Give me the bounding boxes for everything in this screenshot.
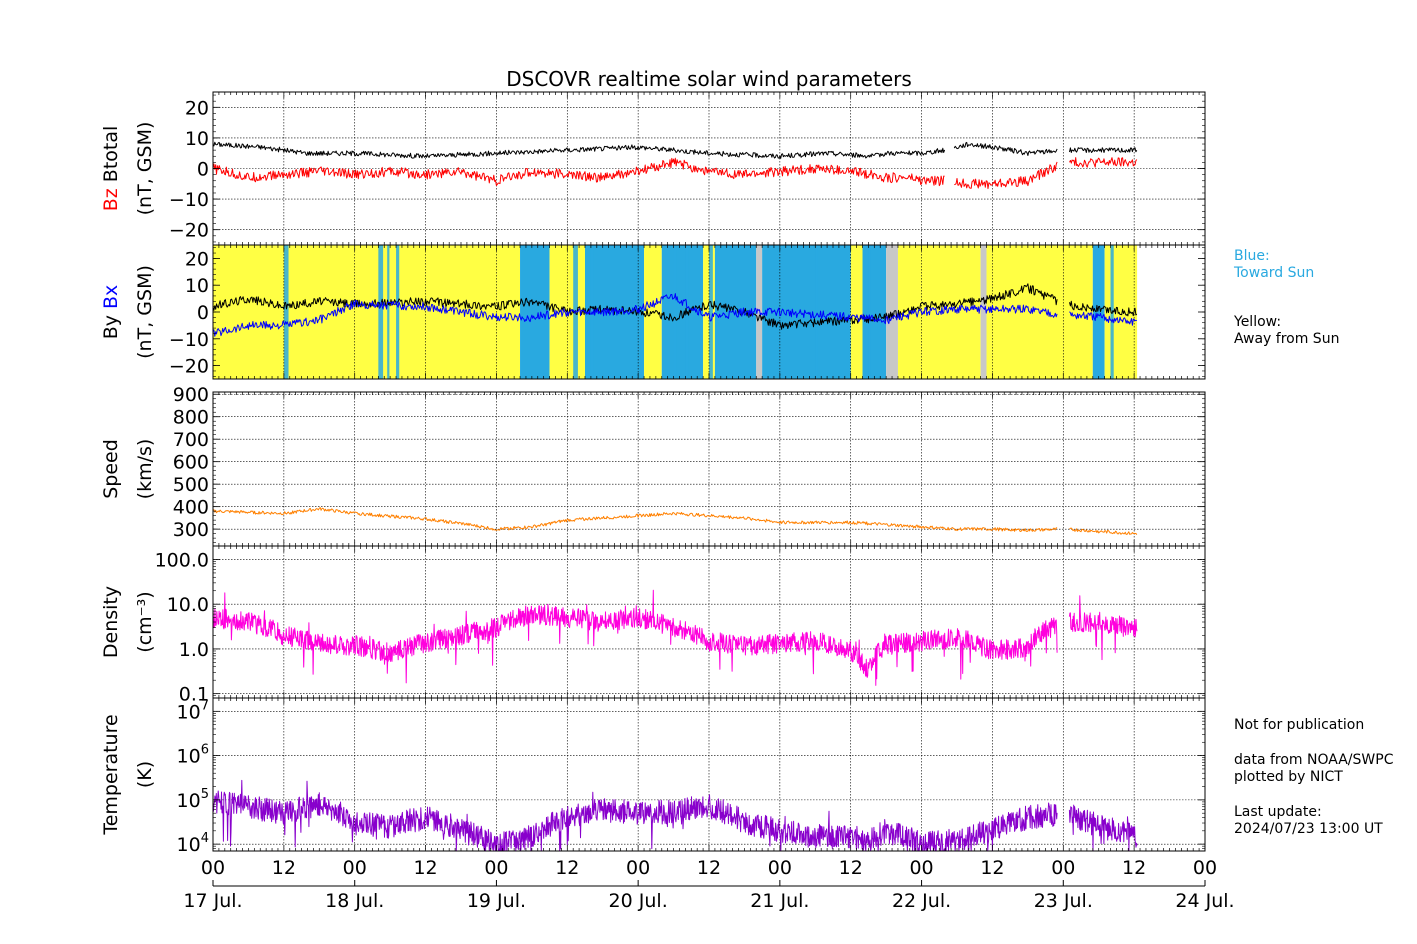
y-tick-label: 900 bbox=[173, 384, 209, 406]
sector-stripe bbox=[868, 245, 871, 379]
y-axis-label: Density bbox=[100, 586, 122, 658]
sector-stripe bbox=[387, 245, 390, 379]
y-axis-label: Bz Btotal bbox=[100, 126, 122, 212]
plotted-by-note: plotted by NICT bbox=[1234, 769, 1343, 785]
y-axis-label: Temperature bbox=[100, 714, 122, 835]
sector-stripe bbox=[815, 245, 818, 379]
y-tick-label: 105 bbox=[177, 787, 209, 812]
y-tick-label: 107 bbox=[177, 698, 209, 723]
series-bx bbox=[212, 293, 1137, 337]
x-hour-label: 00 bbox=[201, 857, 225, 879]
last-update-value: 2024/07/23 13:00 UT bbox=[1234, 821, 1383, 837]
y-axis-unit: (km/s) bbox=[134, 439, 156, 500]
sector-stripe bbox=[1095, 245, 1101, 379]
y-tick-label: −10 bbox=[169, 189, 209, 211]
not-for-publication-note: Not for publication bbox=[1234, 717, 1365, 733]
x-day-label: 17 Jul. bbox=[183, 890, 242, 912]
y-tick-label: 20 bbox=[185, 97, 209, 119]
x-day-label: 24 Jul. bbox=[1175, 890, 1234, 912]
sector-stripe bbox=[396, 245, 400, 379]
x-hour-label: 00 bbox=[1193, 857, 1217, 879]
x-hour-label: 00 bbox=[909, 857, 933, 879]
y-axis-unit: (K) bbox=[134, 761, 156, 788]
series-density bbox=[212, 589, 1138, 686]
x-day-label: 21 Jul. bbox=[750, 890, 809, 912]
sector-band-toward bbox=[862, 245, 887, 379]
x-day-label: 20 Jul. bbox=[609, 890, 668, 912]
y-tick-label: 0.1 bbox=[179, 684, 209, 706]
y-tick-label: 106 bbox=[177, 743, 209, 768]
y-tick-label: 500 bbox=[173, 474, 209, 496]
x-hour-label: 12 bbox=[697, 857, 721, 879]
x-hour-label: 12 bbox=[555, 857, 579, 879]
y-tick-label: 1.0 bbox=[179, 639, 209, 661]
sector-band-missing bbox=[886, 245, 898, 379]
x-day-label: 19 Jul. bbox=[467, 890, 526, 912]
y-tick-label: 10.0 bbox=[167, 594, 209, 616]
sector-band-missing bbox=[980, 245, 987, 379]
y-tick-label: −10 bbox=[169, 329, 209, 351]
y-axis-label: Speed bbox=[100, 439, 122, 499]
x-hour-label: 00 bbox=[768, 857, 792, 879]
sector-stripe bbox=[283, 245, 289, 379]
panel-bxy: 20 10 0 −10 −20 By Bx (nT, GSM) bbox=[100, 244, 1206, 380]
last-update-label: Last update: bbox=[1234, 804, 1322, 820]
x-hour-label: 12 bbox=[1122, 857, 1146, 879]
y-tick-label: −20 bbox=[169, 220, 209, 242]
y-tick-label: 400 bbox=[173, 497, 209, 519]
sector-band-missing bbox=[756, 245, 763, 379]
y-axis-label: By Bx bbox=[100, 285, 122, 340]
legend-blue-text: Toward Sun bbox=[1234, 265, 1315, 281]
legend-blue-title: Blue: bbox=[1234, 248, 1270, 264]
y-tick-label: 100.0 bbox=[155, 549, 209, 571]
x-hour-label: 12 bbox=[413, 857, 437, 879]
series-temperature bbox=[212, 779, 1138, 852]
panel-density: 100.0 10.0 1.0 0.1 Density (cm⁻³) bbox=[100, 545, 1206, 706]
y-tick-label: 300 bbox=[173, 519, 209, 541]
y-axis-unit: (nT, GSM) bbox=[134, 265, 156, 359]
y-axis-unit: (cm⁻³) bbox=[134, 591, 156, 652]
panel-temperature: 107 106 105 104 Temperature (K) bbox=[100, 697, 1206, 856]
x-day-label: 22 Jul. bbox=[892, 890, 951, 912]
x-day-label: 18 Jul. bbox=[325, 890, 384, 912]
y-tick-label: 600 bbox=[173, 452, 209, 474]
y-tick-label: 700 bbox=[173, 429, 209, 451]
data-source-note: data from NOAA/SWPC bbox=[1234, 752, 1394, 768]
sector-band-away bbox=[1104, 245, 1138, 379]
y-tick-label: 20 bbox=[185, 248, 209, 270]
y-axis-unit: (nT, GSM) bbox=[134, 122, 156, 216]
chart-title: DSCOVR realtime solar wind parameters bbox=[506, 67, 912, 91]
x-hour-label: 00 bbox=[343, 857, 367, 879]
sector-stripe bbox=[378, 245, 384, 379]
x-hour-label: 00 bbox=[1051, 857, 1075, 879]
panel-b: 20 10 0 −10 −20 Bz Btotal (nT, GSM) bbox=[100, 91, 1206, 246]
y-tick-label: 0 bbox=[197, 159, 209, 181]
x-hour-label: 12 bbox=[272, 857, 296, 879]
y-tick-label: 104 bbox=[177, 831, 209, 856]
legend-yellow-text: Away from Sun bbox=[1234, 331, 1340, 347]
panel-frame bbox=[212, 391, 1206, 547]
series-bz bbox=[212, 157, 1138, 190]
y-tick-label: 10 bbox=[185, 128, 209, 150]
y-tick-label: −20 bbox=[169, 356, 209, 378]
y-tick-label: 0 bbox=[197, 302, 209, 324]
series-btotal bbox=[212, 141, 1138, 159]
x-hour-label: 00 bbox=[626, 857, 650, 879]
sector-band-toward bbox=[520, 245, 550, 379]
sector-stripe bbox=[673, 245, 677, 379]
legend-yellow-title: Yellow: bbox=[1234, 314, 1282, 330]
series-speed bbox=[212, 507, 1138, 535]
sector-stripe bbox=[709, 245, 713, 379]
sector-band-away bbox=[850, 245, 863, 379]
y-tick-label: 800 bbox=[173, 407, 209, 429]
x-hour-label: 12 bbox=[839, 857, 863, 879]
x-day-label: 23 Jul. bbox=[1034, 890, 1093, 912]
y-tick-label: 10 bbox=[185, 275, 209, 297]
x-hour-label: 00 bbox=[484, 857, 508, 879]
x-hour-label: 12 bbox=[980, 857, 1004, 879]
